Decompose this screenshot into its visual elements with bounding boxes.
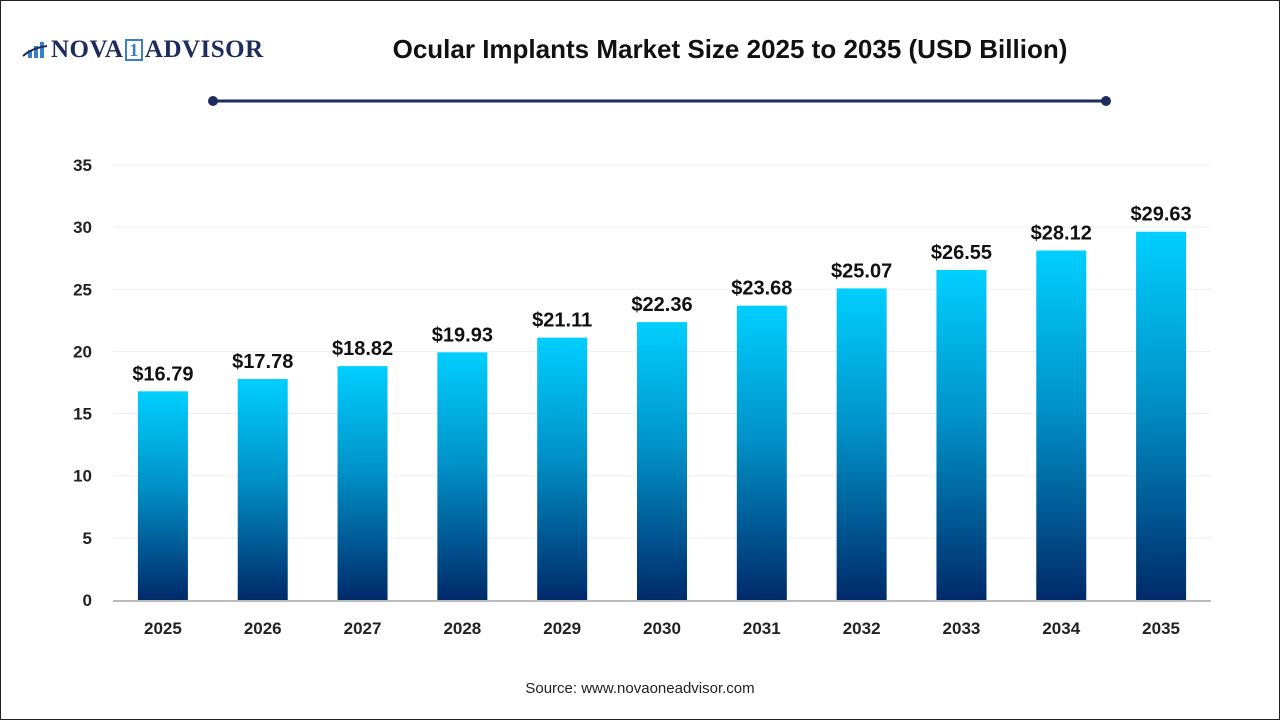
x-tick-label: 2031 — [743, 619, 781, 638]
nova-advisor-logo: NOVA 1 ADVISOR — [22, 36, 264, 64]
data-label: $26.55 — [931, 242, 992, 264]
chart-title: Ocular Implants Market Size 2025 to 2035… — [392, 34, 1068, 64]
logo-text-advisor: ADVISOR — [144, 36, 264, 63]
data-label: $25.07 — [831, 260, 892, 282]
x-tick-label: 2028 — [443, 619, 481, 638]
y-tick-label: 15 — [73, 405, 92, 424]
logo-text-one: 1 — [125, 39, 143, 61]
y-tick-label: 0 — [83, 591, 92, 610]
bar — [936, 270, 987, 600]
bar-chart-logo-icon — [22, 42, 48, 58]
y-tick-label: 25 — [73, 280, 92, 299]
x-tick-label: 2029 — [543, 619, 581, 638]
x-tick-label: 2033 — [943, 619, 981, 638]
x-tick-label: 2026 — [244, 619, 282, 638]
data-label: $21.11 — [532, 310, 592, 332]
data-label: $28.12 — [1031, 223, 1092, 245]
title-divider-dot-right — [1101, 96, 1111, 106]
y-tick-label: 20 — [73, 342, 92, 361]
data-label: $17.78 — [232, 351, 293, 373]
data-label: $16.79 — [132, 363, 193, 385]
bar — [537, 337, 588, 600]
data-label: $18.82 — [332, 338, 393, 360]
x-tick-label: 2032 — [843, 619, 881, 638]
y-tick-label: 5 — [83, 529, 92, 548]
bar — [1036, 250, 1087, 600]
x-tick-label: 2027 — [344, 619, 382, 638]
bar — [637, 322, 687, 600]
x-tick-label: 2035 — [1142, 619, 1180, 638]
data-label: $29.63 — [1131, 204, 1192, 226]
source-note: Source: www.novaoneadvisor.com — [525, 680, 755, 697]
x-tick-label: 2034 — [1042, 619, 1080, 638]
y-tick-label: 30 — [73, 218, 92, 237]
bar — [1136, 231, 1187, 600]
x-tick-label: 2025 — [144, 619, 182, 638]
bar — [237, 379, 288, 600]
x-tick-label: 2030 — [643, 619, 681, 638]
data-label: $22.36 — [631, 294, 692, 316]
bar — [437, 352, 488, 600]
y-tick-label: 10 — [73, 467, 92, 486]
logo-text-nova: NOVA — [51, 36, 124, 63]
data-label: $23.68 — [731, 278, 792, 300]
data-label: $19.93 — [432, 324, 493, 346]
title-divider-dot-left — [208, 96, 218, 106]
bar — [337, 366, 388, 600]
bar — [137, 391, 188, 600]
bar — [736, 305, 787, 600]
y-tick-label: 35 — [73, 156, 92, 175]
bar — [836, 288, 887, 600]
